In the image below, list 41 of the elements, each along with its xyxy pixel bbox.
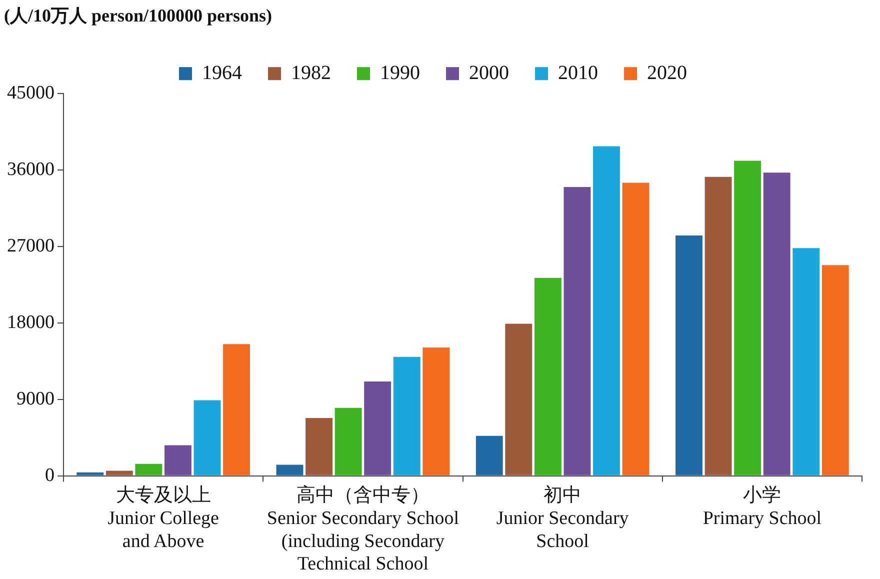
bar — [676, 235, 702, 476]
bar — [106, 470, 133, 476]
legend-label: 2010 — [558, 62, 598, 84]
bar — [276, 464, 304, 476]
y-tick-label: 36000 — [7, 159, 54, 180]
bar — [792, 248, 820, 476]
bar — [593, 146, 620, 476]
x-tick-label: 高中（含中专） Senior Secondary School (including Secondary Technical School — [266, 484, 459, 575]
bar — [164, 445, 192, 476]
bar — [476, 436, 503, 476]
bar — [364, 382, 392, 476]
legend-label: 1990 — [380, 62, 420, 84]
bar — [135, 464, 162, 476]
legend-label: 2020 — [647, 62, 687, 84]
bar — [734, 160, 762, 476]
x-tick-label: 大专及以上 Junior College and Above — [108, 485, 219, 552]
legend-label: 1982 — [291, 62, 331, 84]
legend-label: 1964 — [202, 62, 242, 84]
bar — [622, 182, 650, 476]
bar — [422, 348, 450, 476]
bar — [334, 408, 362, 476]
bar — [76, 472, 104, 476]
y-tick-label: 18000 — [7, 312, 54, 333]
bar — [194, 400, 221, 476]
x-tick-label: 初中 Junior Secondary School — [496, 484, 630, 552]
bar — [505, 324, 532, 476]
y-tick-label: 0 — [45, 464, 54, 486]
bar — [704, 176, 732, 476]
legend-label: 2000 — [469, 62, 509, 84]
x-tick-label: 小学 Primary School — [702, 485, 822, 529]
bar — [223, 344, 250, 476]
y-tick-label: 45000 — [7, 82, 54, 104]
bar — [564, 187, 591, 476]
bar — [763, 172, 790, 476]
bar — [822, 265, 849, 476]
y-tick-label: 27000 — [7, 235, 54, 256]
bar — [393, 356, 420, 476]
y-axis-title: (人/10万人 person/100000 persons) — [4, 5, 272, 26]
bar — [306, 418, 332, 476]
y-tick-label: 9000 — [16, 388, 54, 410]
bar — [534, 278, 562, 476]
